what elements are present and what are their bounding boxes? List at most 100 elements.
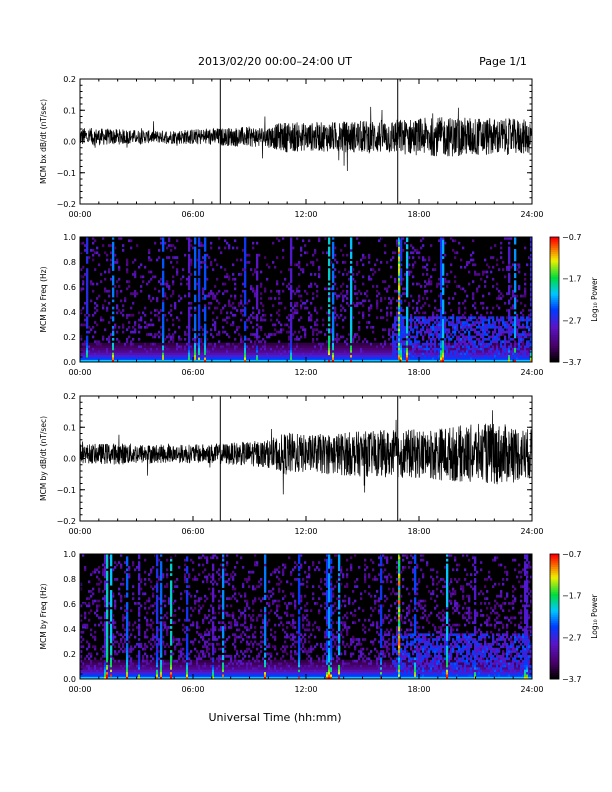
spectrogram-cell [88,345,91,348]
spectrogram-cell [292,333,295,336]
spectrogram-cell [510,237,513,240]
spectrogram-cell [316,352,319,356]
spectrogram-cell [466,325,469,329]
spectrogram-cell [144,325,147,329]
spectrogram-cell [308,316,311,320]
spectrogram-cell [84,669,87,673]
spectrogram-cell [82,275,85,279]
spectrogram-cell [508,253,511,257]
spectrogram-cell [416,318,419,322]
spectrogram-cell [474,335,477,339]
spectrogram-cell [392,354,395,358]
spectrogram-cell [218,330,221,334]
spectrogram-cell [368,354,371,358]
spectrogram-cell [452,342,455,346]
spectrogram-cell [92,669,95,673]
spectrogram-cell [92,645,95,649]
spectrogram-cell [430,337,433,341]
spectrogram-cell [352,335,355,339]
spectrogram-cell [456,318,459,322]
spectrogram-cell [398,318,401,322]
spectrogram-cell [282,359,285,363]
spectrogram-cell [444,277,447,281]
spectrogram-cell [420,321,423,324]
spectrogram-cell [290,309,293,312]
spectrogram-cell [196,357,199,360]
spectrogram-cell [522,323,525,327]
spectrogram-cell [506,325,509,329]
spectrogram-cell [206,253,209,257]
spectrogram-cell [474,352,477,356]
spectrogram-cell [344,268,347,271]
spectrogram-cell [204,268,207,271]
spectrogram-cell [410,354,413,358]
spectrogram-cell [138,337,141,341]
spectrogram-cell [428,256,431,259]
spectrogram-cell [110,277,113,281]
spectrogram-cell [404,352,407,356]
x-tick-label: 00:00 [68,368,91,377]
spectrogram-cell [434,354,437,358]
spectrogram-cell [162,280,165,283]
spectrogram-cell [236,246,239,250]
spectrogram-cell [404,340,407,344]
spectrogram-cell [340,347,343,351]
spectrogram-cell [90,659,93,663]
spectrogram-cell [462,357,465,360]
spectrogram-cell [504,330,507,334]
spectrogram-cell [290,313,293,317]
spectrogram-cell [182,268,185,271]
spectrogram-cell [248,261,251,264]
spectrogram-cell [424,280,427,283]
spectrogram-cell [440,306,443,310]
spectrogram-cell [318,239,321,243]
spectrogram-cell [222,359,225,363]
spectrogram-cell [530,246,533,250]
spectrogram-cell [178,345,181,348]
spectrogram-cell [152,359,155,363]
spectrogram-cell [332,357,335,360]
spectrogram-cell [244,297,247,300]
spectrogram-cell [476,349,479,353]
spectrogram-cell [364,292,367,295]
spectrogram-cell [464,316,467,320]
spectrogram-cell [514,275,517,279]
spectrogram-cell [172,342,175,346]
spectrogram-cell [142,280,145,283]
spectrogram-cell [474,349,477,353]
spectrogram-cell [90,345,93,348]
spectrogram-cell [410,345,413,348]
spectrogram-cell [224,357,227,360]
spectrogram-cell [362,263,365,267]
spectrogram-cell [210,328,213,332]
spectrogram-cell [424,323,427,327]
spectrogram-cell [500,330,503,334]
spectrogram-cell [350,268,353,271]
spectrogram-cell [290,297,293,300]
spectrogram-cell [142,342,145,346]
spectrogram-cell [170,345,173,348]
spectrogram-cell [258,347,261,351]
spectrogram-cell [88,580,91,584]
spectrogram-cell [340,285,343,288]
spectrogram-cell [378,342,381,346]
spectrogram-cell [158,318,161,322]
spectrogram-cell [442,273,445,276]
spectrogram-cell [412,352,415,356]
spectrogram-cell [510,357,513,360]
spectrogram-cell [98,666,101,670]
spectrogram-cell [406,237,409,240]
spectrogram-cell [164,345,167,348]
spectrogram-cell [432,349,435,353]
spectrogram-cell [530,294,533,298]
spectrogram-cell [100,354,103,358]
spectrogram-cell [128,280,131,283]
spectrogram-cell [452,359,455,363]
spectrogram-cell [460,265,463,269]
spectrogram-cell [342,354,345,358]
spectrogram-cell [392,349,395,353]
spectrogram-cell [328,258,331,262]
spectrogram-cell [280,349,283,353]
spectrogram-cell [270,345,273,348]
spectrogram-cell [140,289,143,293]
